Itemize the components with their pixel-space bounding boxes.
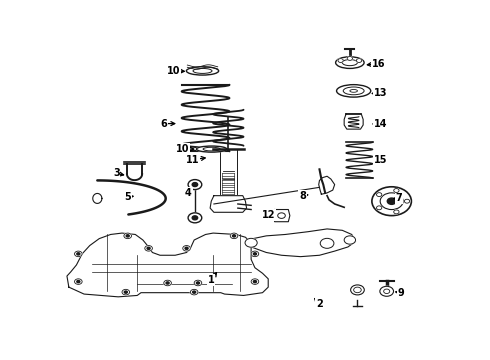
Text: 10: 10 <box>176 144 190 154</box>
Circle shape <box>77 280 80 283</box>
Text: 7: 7 <box>396 193 403 203</box>
Circle shape <box>188 213 202 223</box>
Circle shape <box>147 247 150 249</box>
Circle shape <box>124 291 127 293</box>
Text: 11: 11 <box>186 155 199 165</box>
Text: 16: 16 <box>371 59 385 69</box>
Text: 8: 8 <box>299 191 306 201</box>
Text: 9: 9 <box>398 288 405 298</box>
Circle shape <box>253 280 256 283</box>
Circle shape <box>372 187 412 216</box>
Circle shape <box>344 236 356 244</box>
Polygon shape <box>67 233 268 297</box>
Ellipse shape <box>337 85 371 97</box>
Circle shape <box>124 233 131 239</box>
Circle shape <box>356 59 362 63</box>
Ellipse shape <box>196 146 227 152</box>
Text: 3: 3 <box>113 168 120 179</box>
Circle shape <box>251 251 259 257</box>
Circle shape <box>347 57 352 60</box>
Circle shape <box>394 210 399 214</box>
Text: 12: 12 <box>262 210 275 220</box>
Text: 6: 6 <box>160 118 167 129</box>
Circle shape <box>192 183 197 186</box>
Circle shape <box>77 253 80 255</box>
Circle shape <box>404 199 410 203</box>
Text: 4: 4 <box>185 188 192 198</box>
Ellipse shape <box>186 67 219 75</box>
Circle shape <box>190 289 198 295</box>
Circle shape <box>230 233 238 239</box>
Circle shape <box>145 246 152 251</box>
Circle shape <box>122 289 130 295</box>
Circle shape <box>183 246 190 251</box>
Text: 1: 1 <box>208 275 215 285</box>
Circle shape <box>192 216 197 220</box>
Circle shape <box>245 238 257 247</box>
Polygon shape <box>247 229 356 257</box>
Text: 14: 14 <box>373 118 387 129</box>
Polygon shape <box>210 195 246 212</box>
Circle shape <box>166 282 169 284</box>
Circle shape <box>376 206 382 210</box>
Circle shape <box>251 279 259 284</box>
Circle shape <box>196 282 199 284</box>
Circle shape <box>185 247 188 249</box>
Circle shape <box>233 235 236 237</box>
Polygon shape <box>344 114 363 129</box>
Text: 13: 13 <box>373 88 387 98</box>
Polygon shape <box>318 176 335 194</box>
Text: 15: 15 <box>373 155 387 165</box>
Text: 2: 2 <box>316 299 323 309</box>
Circle shape <box>194 280 202 286</box>
Circle shape <box>320 238 334 248</box>
Circle shape <box>126 235 129 237</box>
Circle shape <box>380 286 393 296</box>
Circle shape <box>394 189 399 193</box>
Circle shape <box>338 59 343 63</box>
Text: 5: 5 <box>124 192 131 202</box>
Circle shape <box>164 280 171 286</box>
Circle shape <box>387 198 396 204</box>
Circle shape <box>253 253 256 255</box>
Polygon shape <box>273 210 290 222</box>
Ellipse shape <box>336 57 364 68</box>
Circle shape <box>74 279 82 284</box>
Circle shape <box>188 180 202 190</box>
Circle shape <box>376 193 382 197</box>
Circle shape <box>351 285 364 295</box>
Circle shape <box>74 251 82 257</box>
Circle shape <box>193 291 196 293</box>
Text: 10: 10 <box>167 66 180 76</box>
